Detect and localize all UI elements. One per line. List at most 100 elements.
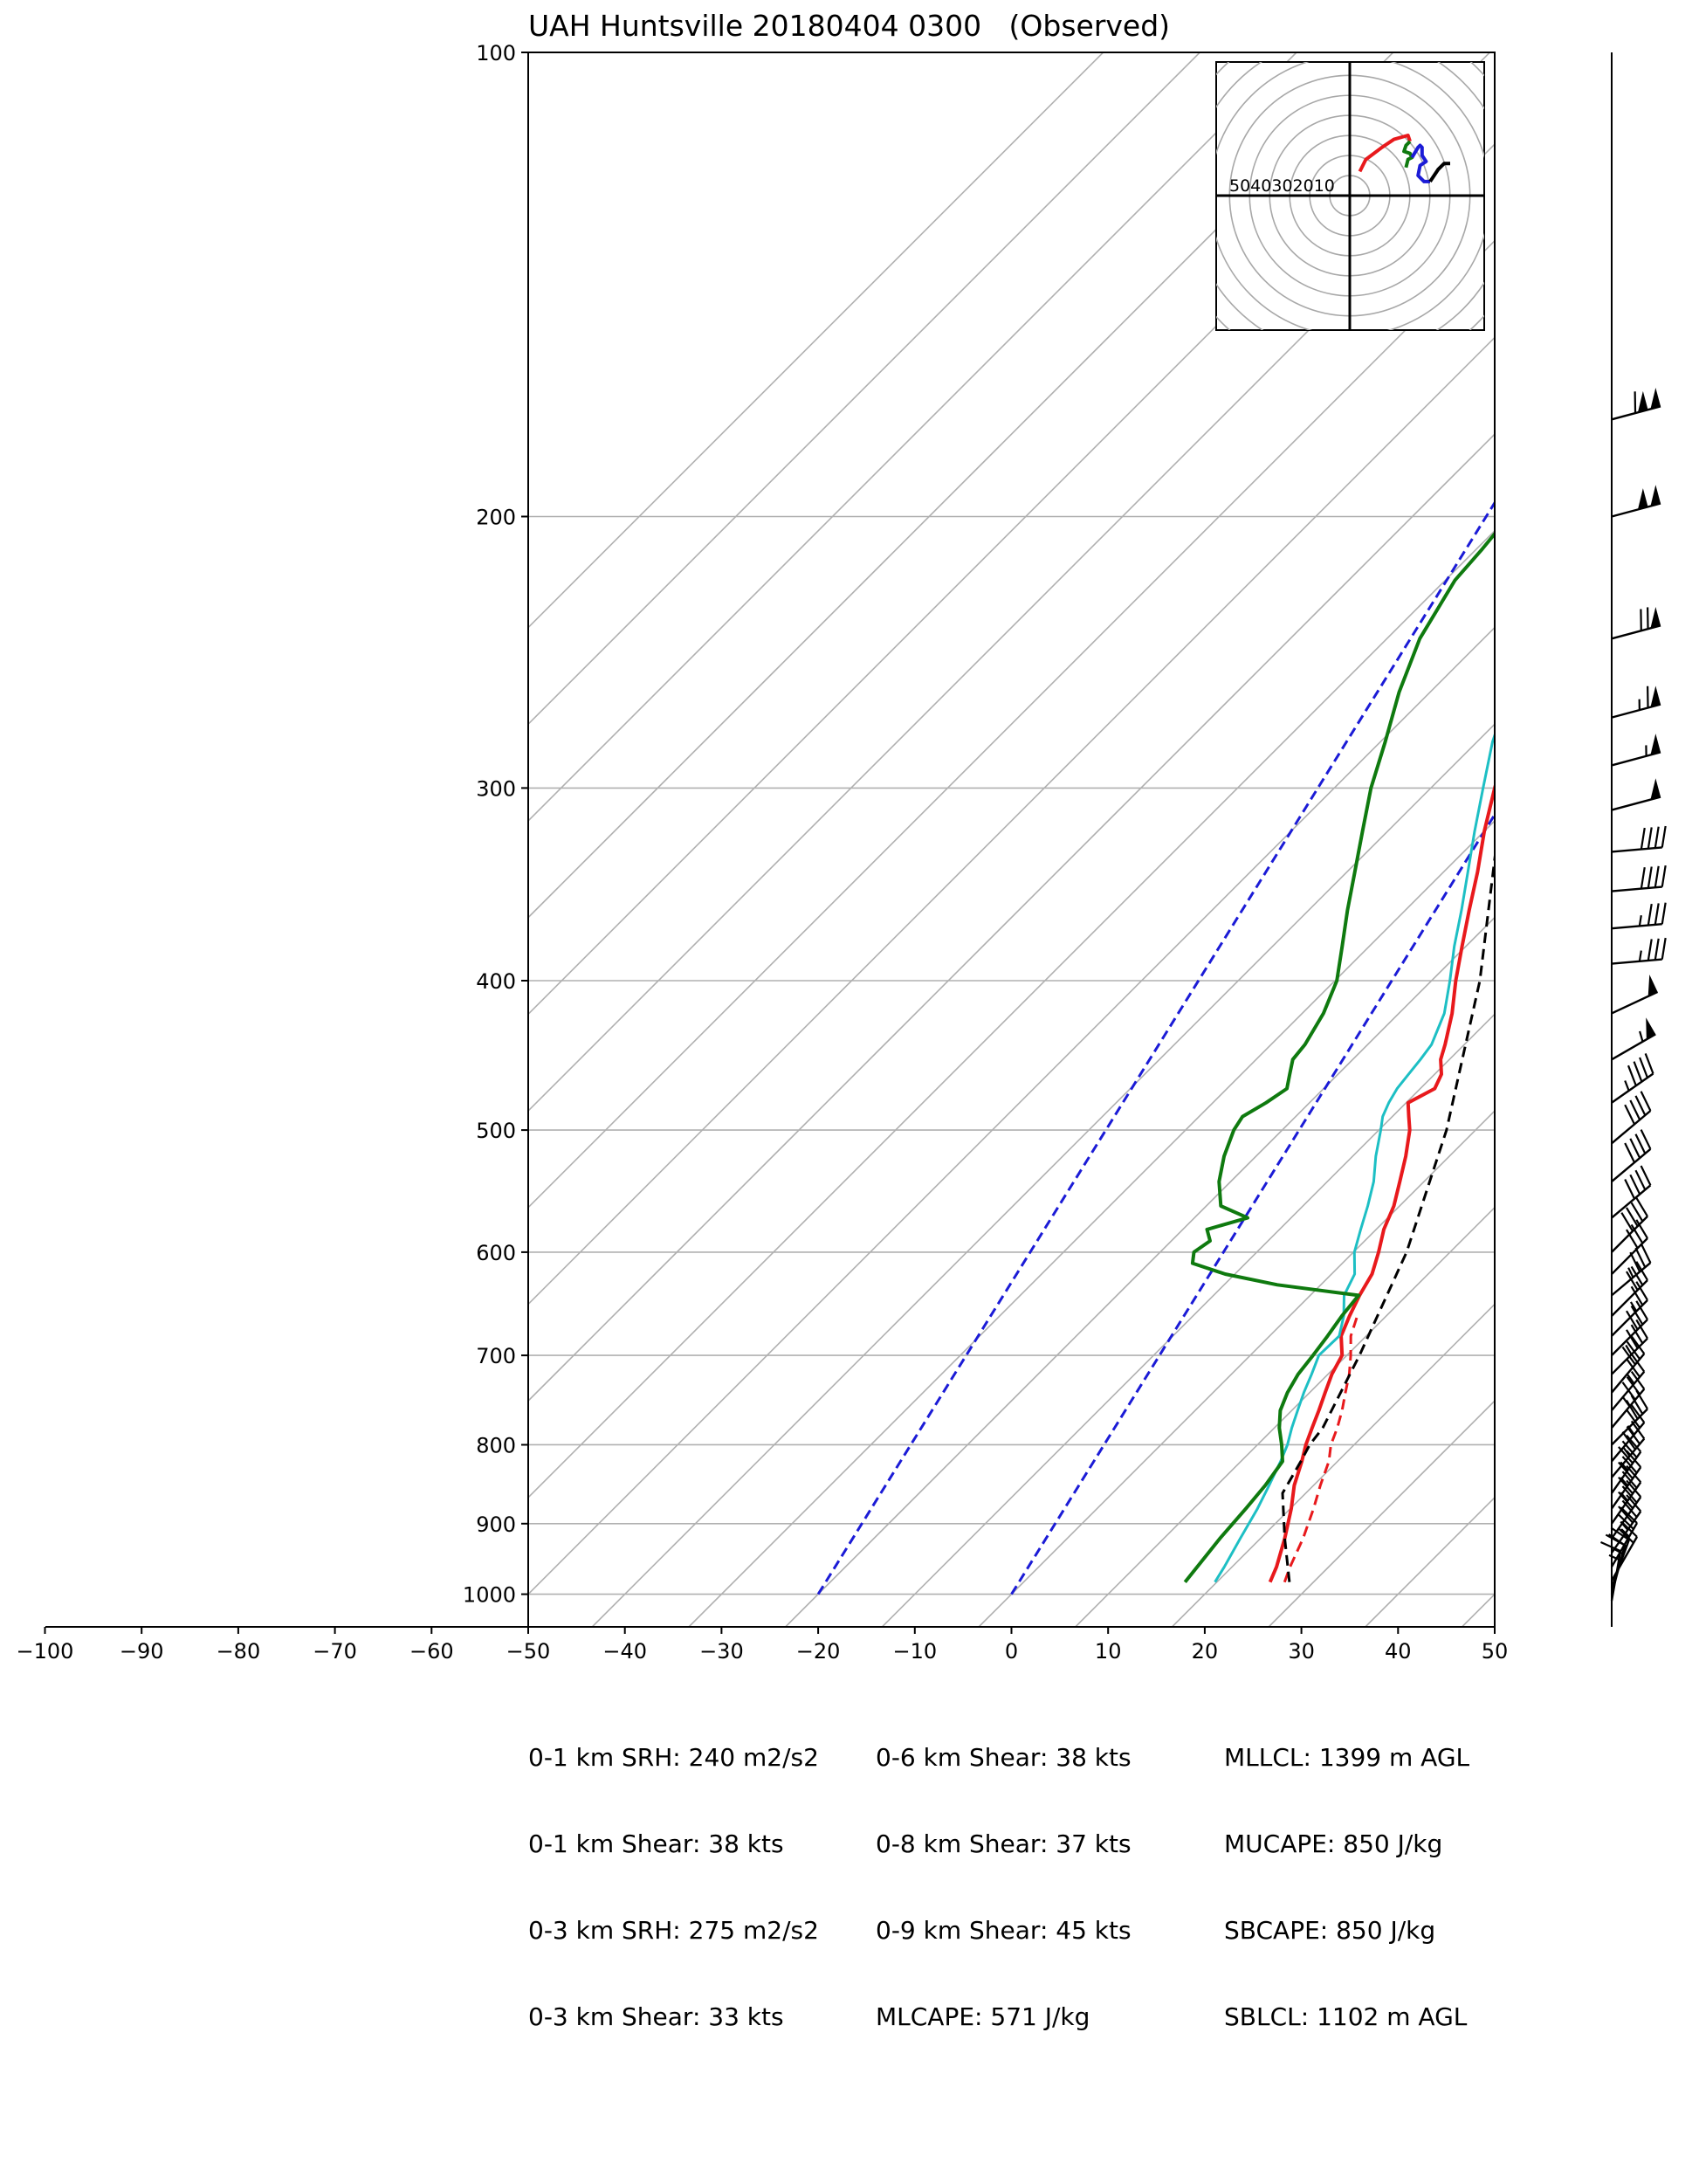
wind-barb-full	[1635, 1300, 1648, 1320]
wind-barb	[1611, 1300, 1648, 1356]
hodograph: 5040302010	[1215, 61, 1485, 331]
isotherm-gridline	[528, 626, 1495, 1595]
wind-barb	[1611, 1370, 1646, 1429]
hodograph-trace	[1428, 162, 1450, 183]
y-tick-label: 500	[476, 1119, 516, 1143]
wind-barb-half	[1625, 1344, 1633, 1355]
wind-barb-full	[1661, 865, 1667, 887]
wind-barb	[1611, 1335, 1646, 1394]
wind-barb-full	[1661, 902, 1667, 925]
wind-barb-full	[1635, 1219, 1648, 1239]
stat-line: 0-6 km Shear: 38 kts	[876, 1743, 1132, 1772]
wind-barb-full	[1647, 866, 1653, 889]
stats-column-2: 0-6 km Shear: 38 kts 0-8 km Shear: 37 kt…	[876, 1685, 1132, 2060]
wind-barb-full	[1630, 1335, 1646, 1354]
wind-barb-full	[1633, 1061, 1643, 1083]
wind-barb-full	[1626, 1340, 1641, 1361]
y-tick-label: 300	[476, 776, 516, 801]
wind-barb-full	[1626, 1494, 1642, 1512]
stat-line: 0-3 km SRH: 275 m2/s2	[528, 1916, 819, 1945]
y-tick-label: 400	[476, 969, 516, 994]
stat-line: MLLCL: 1399 m AGL	[1224, 1743, 1470, 1772]
wind-barb-half	[1629, 1301, 1638, 1312]
wind-barbs	[1600, 52, 1667, 1627]
wind-barb	[1611, 1017, 1656, 1061]
wind-barb	[1611, 1091, 1652, 1145]
wind-barb	[1611, 825, 1667, 853]
wind-barb-half	[1639, 1030, 1644, 1043]
x-tick-label: −20	[796, 1639, 841, 1664]
wind-barb-full	[1624, 1142, 1636, 1163]
wind-barb-full	[1626, 1464, 1642, 1484]
profile-line	[1281, 848, 1495, 1582]
wind-barb-full	[1654, 826, 1660, 849]
wind-barb-shaft	[1611, 1319, 1648, 1356]
wind-barb-shaft	[1611, 1353, 1646, 1394]
wind-barb-shaft	[1611, 922, 1662, 930]
wind-barb-full	[1626, 1479, 1642, 1498]
wind-barb-shaft	[1611, 1072, 1654, 1104]
wind-barb-full	[1647, 939, 1653, 961]
wind-barb-flag	[1650, 686, 1661, 707]
wind-barb-full	[1605, 1533, 1626, 1547]
wind-barb-flag	[1637, 488, 1648, 510]
wind-barb-half	[1627, 1374, 1635, 1385]
wind-barb-full	[1640, 1091, 1652, 1112]
wind-barb-full	[1621, 1485, 1638, 1504]
wind-barb	[1600, 1541, 1622, 1602]
wind-barb-full	[1630, 1223, 1644, 1244]
wind-barb	[1611, 1494, 1642, 1554]
wind-barb-shaft	[1611, 1184, 1652, 1219]
stat-line: 0-9 km Shear: 45 kts	[876, 1916, 1132, 1945]
stats-column-3: MLLCL: 1399 m AGL MUCAPE: 850 J/kg SBCAP…	[1224, 1685, 1469, 2060]
mixing-ratio-line	[1010, 811, 1495, 1595]
wind-barb-full	[1621, 1499, 1638, 1518]
wind-barb-full	[1618, 1446, 1634, 1464]
wind-barb-full	[1647, 827, 1653, 849]
wind-barb-full	[1618, 1491, 1634, 1509]
wind-barb-half	[1627, 1425, 1635, 1436]
wind-barb-full	[1626, 1229, 1639, 1249]
wind-barb-full	[1621, 1431, 1636, 1450]
wind-barb-full	[1630, 1370, 1646, 1390]
wind-barb-shaft	[1611, 1466, 1642, 1510]
wind-barb-full	[1629, 1099, 1641, 1120]
x-tick-label: 20	[1192, 1639, 1219, 1664]
x-tick-label: −90	[120, 1639, 164, 1664]
wind-barb-full	[1630, 1265, 1644, 1286]
stat-line: 0-8 km Shear: 37 kts	[876, 1829, 1132, 1858]
wind-barb-full	[1626, 1359, 1641, 1378]
wind-barb-shaft	[1611, 1279, 1648, 1317]
x-tick-label: −60	[409, 1639, 454, 1664]
wind-barb-full	[1629, 1251, 1641, 1272]
wind-barb-shaft	[1611, 1147, 1652, 1183]
wind-barb-full	[1618, 1476, 1634, 1495]
wind-barb-full	[1630, 1202, 1644, 1223]
wind-barb-full	[1640, 827, 1646, 850]
wind-barb-flag	[1650, 734, 1661, 755]
wind-barb-full	[1626, 1400, 1639, 1420]
wind-barb-full	[1627, 1064, 1637, 1086]
isotherm-gridline	[785, 916, 1495, 1627]
wind-barb-full	[1635, 1197, 1648, 1217]
stat-line: 0-1 km SRH: 240 m2/s2	[528, 1743, 819, 1772]
wind-barb	[1611, 902, 1667, 930]
wind-barb-full	[1640, 1165, 1652, 1186]
wind-barb	[1611, 734, 1661, 767]
hodograph-trace	[1402, 140, 1414, 169]
x-tick-label: 30	[1288, 1639, 1315, 1664]
wind-barb-full	[1640, 1129, 1652, 1150]
profile-line	[1268, 782, 1495, 1583]
x-tick-label: −100	[17, 1639, 74, 1664]
chart-lines	[816, 499, 1495, 1595]
hodograph-range-labels: 5040302010	[1229, 176, 1335, 196]
wind-barb-full	[1644, 1053, 1654, 1074]
wind-barb-full	[1626, 1409, 1641, 1429]
wind-barb	[1611, 865, 1667, 892]
stat-line: 0-1 km Shear: 38 kts	[528, 1829, 784, 1858]
wind-barb-full	[1635, 1281, 1648, 1301]
wind-barb-half	[1627, 1267, 1634, 1278]
isotherm-gridline	[978, 1109, 1495, 1627]
wind-barb-full	[1639, 1057, 1648, 1078]
